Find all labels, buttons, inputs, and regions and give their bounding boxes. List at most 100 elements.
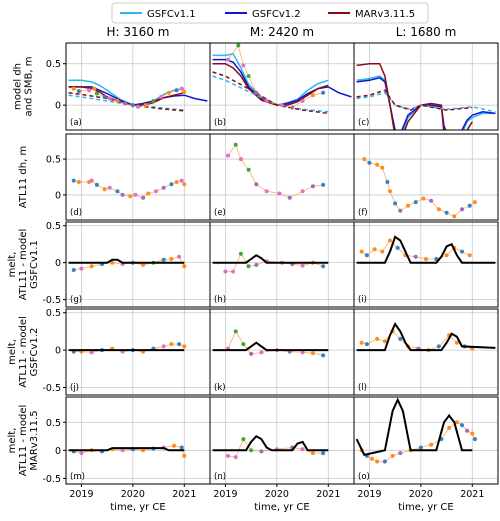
panel-i: (i) (353, 221, 499, 308)
atl11-point-m-12 (182, 453, 187, 458)
panel-m: (m) -0.5 0 0.5 2019 2020 2021 time, yr CE (42, 396, 211, 513)
atl11-point-a-15 (174, 88, 179, 93)
atl11-point-b-2 (241, 63, 246, 68)
column-title-1: M: 2420 m (250, 25, 314, 39)
panel-frame-n (209, 396, 355, 485)
row-ylabel-4-0: melt, (7, 428, 18, 454)
panel-d: (d) 0 0.5 (46, 133, 211, 221)
atl11-point-d-3 (89, 178, 94, 183)
plot-area-h (212, 251, 329, 274)
atl11-point-o-14 (465, 428, 470, 433)
series-line-b-1 (212, 58, 352, 106)
row-ylabel-3-0: melt, (7, 339, 18, 365)
plot-area-g (68, 254, 187, 272)
atl11-point-d-4 (94, 182, 99, 187)
atl11-point-f-13 (444, 210, 449, 215)
atl11-point-g-9 (161, 257, 166, 262)
xtick-label-m-1: 2020 (121, 489, 145, 500)
atl11-point-d-8 (120, 192, 125, 197)
atl11-point-l-0 (359, 340, 364, 345)
atl11-point-f-12 (436, 207, 441, 212)
panel-a: (a) 0 0.5 (46, 42, 211, 131)
atl11-point-f-9 (413, 200, 418, 205)
plot-area-k (212, 329, 329, 358)
atl11-point-h-10 (321, 264, 326, 269)
ytick-label-j-2: 0.5 (46, 308, 61, 319)
atl11-point-a-14 (166, 90, 171, 95)
atl11-trace-b (227, 44, 324, 109)
atl11-point-g-7 (141, 262, 146, 267)
atl11-point-a-7 (115, 99, 120, 103)
plot-area-m (68, 443, 187, 458)
plot-area-e (226, 142, 326, 200)
atl11-point-j-12 (182, 344, 187, 349)
panel-c: (c) (353, 42, 499, 131)
melt-line-n (212, 435, 329, 452)
atl11-point-e-6 (277, 191, 282, 196)
panel-l: (l) (353, 308, 499, 396)
melt-line-k (212, 341, 329, 352)
atl11-point-i-8 (424, 257, 428, 261)
atl11-point-d-14 (161, 185, 166, 190)
ytick-label-a-1: 0.5 (46, 59, 61, 70)
plot-area-a (68, 79, 208, 112)
xtick-label-m-2: 2021 (172, 489, 196, 500)
panel-frame-e (209, 133, 355, 221)
ytick-label-m-0: -0.5 (42, 474, 61, 485)
atl11-point-a-9 (130, 103, 135, 108)
panel-frame-m (65, 396, 211, 485)
atl11-point-o-15 (470, 431, 475, 436)
atl11-point-o-11 (447, 425, 452, 430)
panel-label-h: (h) (214, 295, 226, 305)
panel-e: (e) (209, 133, 355, 221)
atl11-point-a-2 (87, 88, 92, 93)
atl11-point-f-0 (362, 157, 367, 162)
series-line-a-3 (68, 94, 185, 111)
atl11-point-n-4 (259, 449, 264, 454)
atl11-point-f-6 (393, 201, 398, 206)
atl11-point-o-13 (460, 423, 464, 428)
panel-frame-k (209, 308, 355, 396)
panel-frame-d (65, 133, 211, 221)
xtick-label-n-0: 2019 (213, 489, 237, 500)
legend-label-0: GSFCv1.1 (147, 9, 196, 20)
panel-b: (b) (209, 42, 355, 131)
legend-label-1: GSFCv1.2 (252, 9, 301, 20)
atl11-point-d-18 (182, 182, 187, 187)
atl11-point-d-9 (128, 194, 133, 199)
atl11-point-j-9 (161, 344, 166, 349)
atl11-point-h-4 (254, 262, 259, 267)
atl11-point-b-1 (236, 43, 241, 48)
panel-n: (n) 2019 2020 2021 time, yr CE (209, 396, 355, 513)
atl11-point-f-1 (367, 160, 372, 165)
atl11-point-i-13 (467, 253, 472, 258)
series-line-c-4 (356, 89, 473, 111)
atl11-point-e-4 (254, 182, 259, 187)
atl11-point-l-9 (436, 344, 441, 349)
panel-label-o: (o) (358, 472, 370, 482)
atl11-point-k-9 (321, 353, 326, 358)
plot-area-d (71, 178, 187, 200)
row-ylabel-2-1: ATL11 - model (18, 229, 29, 301)
atl11-point-o-2 (370, 456, 374, 461)
atl11-point-d-10 (133, 192, 138, 197)
melt-line-o (355, 397, 473, 456)
panel-frame-g (65, 221, 211, 308)
panel-label-d: (d) (70, 208, 82, 218)
panel-label-i: (i) (358, 295, 367, 305)
atl11-point-b-4 (254, 90, 259, 95)
atl11-point-d-5 (102, 187, 107, 192)
atl11-point-b-9 (310, 93, 315, 98)
atl11-point-i-5 (395, 245, 400, 250)
row-ylabel-3-1: ATL11 - model (18, 316, 29, 388)
atl11-point-a-4 (94, 91, 99, 96)
atl11-point-l-2 (375, 336, 380, 341)
atl11-point-e-2 (238, 157, 243, 162)
panel-label-j: (j) (70, 383, 79, 393)
panel-grid: H: 3160 m M: 2420 m L: 1680 m model dh and S… (7, 25, 499, 513)
atl11-point-o-12 (454, 420, 459, 425)
xtick-label-n-2: 2021 (316, 489, 340, 500)
atl11-point-f-17 (472, 200, 477, 205)
atl11-point-e-1 (233, 142, 238, 147)
xtick-label-o-0: 2019 (357, 489, 381, 500)
